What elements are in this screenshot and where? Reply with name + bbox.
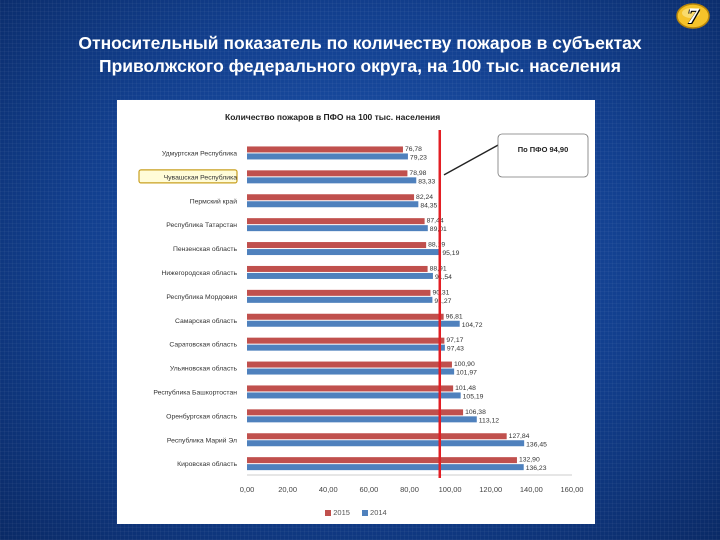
data-label-2015: 88,19 (428, 242, 445, 249)
data-label-2015: 88,91 (430, 265, 447, 272)
bar-2014 (247, 225, 428, 232)
category-label: Удмуртская Республика (162, 149, 237, 157)
callout-pointer (443, 143, 501, 176)
data-label-2014: 136,23 (526, 465, 547, 472)
data-label-2015: 87,44 (427, 218, 444, 225)
bar-2015 (247, 265, 428, 272)
x-tick-label: 80,00 (400, 485, 419, 494)
data-label-2014: 89,01 (430, 226, 447, 233)
slide-number: 7 (687, 3, 699, 28)
slide-title-line-1: Относительный показатель по количеству п… (78, 33, 642, 53)
data-label-2014: 97,43 (447, 346, 464, 353)
bar-2014 (247, 296, 433, 303)
data-label-2014: 91,27 (434, 298, 451, 305)
bar-2015 (247, 194, 415, 201)
category-label: Самарская область (175, 317, 237, 325)
legend-item-2014: 2014 (362, 508, 387, 517)
data-label-2014: 105,19 (463, 393, 484, 400)
category-label: Пензенская область (173, 245, 237, 253)
bar-2015 (247, 361, 452, 368)
data-label-2015: 78,98 (409, 170, 426, 177)
data-label-2015: 132,90 (519, 457, 540, 464)
bar-2014 (247, 464, 524, 471)
chart-legend: 2015 2014 (117, 508, 595, 517)
bar-2014 (247, 416, 477, 423)
data-label-2014: 113,12 (479, 417, 500, 424)
bar-2014 (247, 440, 525, 447)
bar-2015 (247, 218, 425, 225)
bar-2015 (247, 146, 403, 153)
category-label: Республика Татарстан (166, 221, 237, 229)
data-label-2015: 96,81 (446, 313, 463, 320)
category-label: Республика Мордовия (166, 293, 237, 301)
bar-2015 (247, 170, 408, 177)
bar-2014 (247, 153, 408, 160)
x-tick-label: 160,00 (561, 485, 584, 494)
x-tick-label: 40,00 (319, 485, 338, 494)
legend-item-2015: 2015 (325, 508, 350, 517)
bar-2014 (247, 392, 461, 399)
bar-2015 (247, 242, 427, 249)
data-label-2015: 101,48 (455, 385, 476, 392)
slide-title-line-2: Приволжского федерального округа, на 100… (99, 56, 621, 76)
category-label: Пермский край (190, 197, 238, 205)
bar-2014 (247, 272, 433, 279)
category-label: Саратовская область (169, 341, 237, 349)
data-label-2014: 84,35 (420, 202, 437, 209)
category-label: Кировская область (177, 460, 237, 468)
data-label-2015: 97,17 (446, 337, 463, 344)
x-tick-label: 140,00 (520, 485, 543, 494)
category-label: Чувашская Республика (164, 173, 238, 181)
legend-swatch-2015 (325, 510, 332, 517)
category-label: Нижегородская область (161, 269, 237, 277)
bar-2015 (247, 409, 464, 416)
bar-2014 (247, 368, 455, 375)
bar-chart: Количество пожаров в ПФО на 100 тыс. нас… (138, 112, 589, 494)
x-tick-label: 0,00 (240, 485, 255, 494)
bar-2015 (247, 433, 507, 440)
category-label: Оренбургская область (166, 412, 237, 420)
category-label: Ульяновская область (170, 365, 238, 373)
bar-2015 (247, 385, 454, 392)
bar-2014 (247, 177, 417, 184)
data-label-2014: 136,45 (526, 441, 547, 448)
data-label-2015: 106,38 (465, 409, 486, 416)
bar-2014 (247, 249, 441, 256)
legend-label-2014: 2014 (370, 508, 387, 517)
data-label-2015: 76,78 (405, 146, 422, 153)
callout-label: По ПФО 94,90 (518, 145, 569, 154)
data-label-2015: 127,84 (509, 433, 530, 440)
bar-2015 (247, 289, 431, 296)
chart-panel: Количество пожаров в ПФО на 100 тыс. нас… (117, 100, 595, 524)
data-label-2014: 95,19 (442, 250, 459, 257)
bar-2015 (247, 313, 444, 320)
slide-number-badge (676, 3, 710, 29)
data-label-2014: 83,33 (418, 178, 435, 185)
data-label-2015: 90,31 (432, 289, 449, 296)
legend-label-2015: 2015 (333, 508, 350, 517)
chart-title: Количество пожаров в ПФО на 100 тыс. нас… (225, 112, 440, 122)
x-tick-label: 100,00 (439, 485, 462, 494)
data-label-2014: 91,54 (435, 274, 452, 281)
highlight-frame (138, 169, 238, 184)
x-tick-label: 60,00 (359, 485, 378, 494)
data-label-2015: 82,24 (416, 194, 433, 201)
bar-2014 (247, 344, 445, 351)
bar-2014 (247, 201, 419, 208)
x-tick-label: 120,00 (479, 485, 502, 494)
bar-2015 (247, 457, 517, 464)
data-label-2014: 79,23 (410, 154, 427, 161)
x-tick-label: 20,00 (278, 485, 297, 494)
data-label-2014: 101,97 (456, 370, 477, 377)
category-label: Республика Марий Эл (167, 436, 237, 444)
slide-title: Относительный показатель по количеству п… (20, 32, 700, 78)
category-label: Республика Башкортостан (153, 388, 237, 396)
data-label-2014: 104,72 (462, 322, 483, 329)
bar-2015 (247, 337, 445, 344)
legend-swatch-2014 (362, 510, 369, 517)
data-label-2015: 100,90 (454, 361, 475, 368)
bar-2014 (247, 320, 460, 327)
callout-box (497, 133, 589, 178)
